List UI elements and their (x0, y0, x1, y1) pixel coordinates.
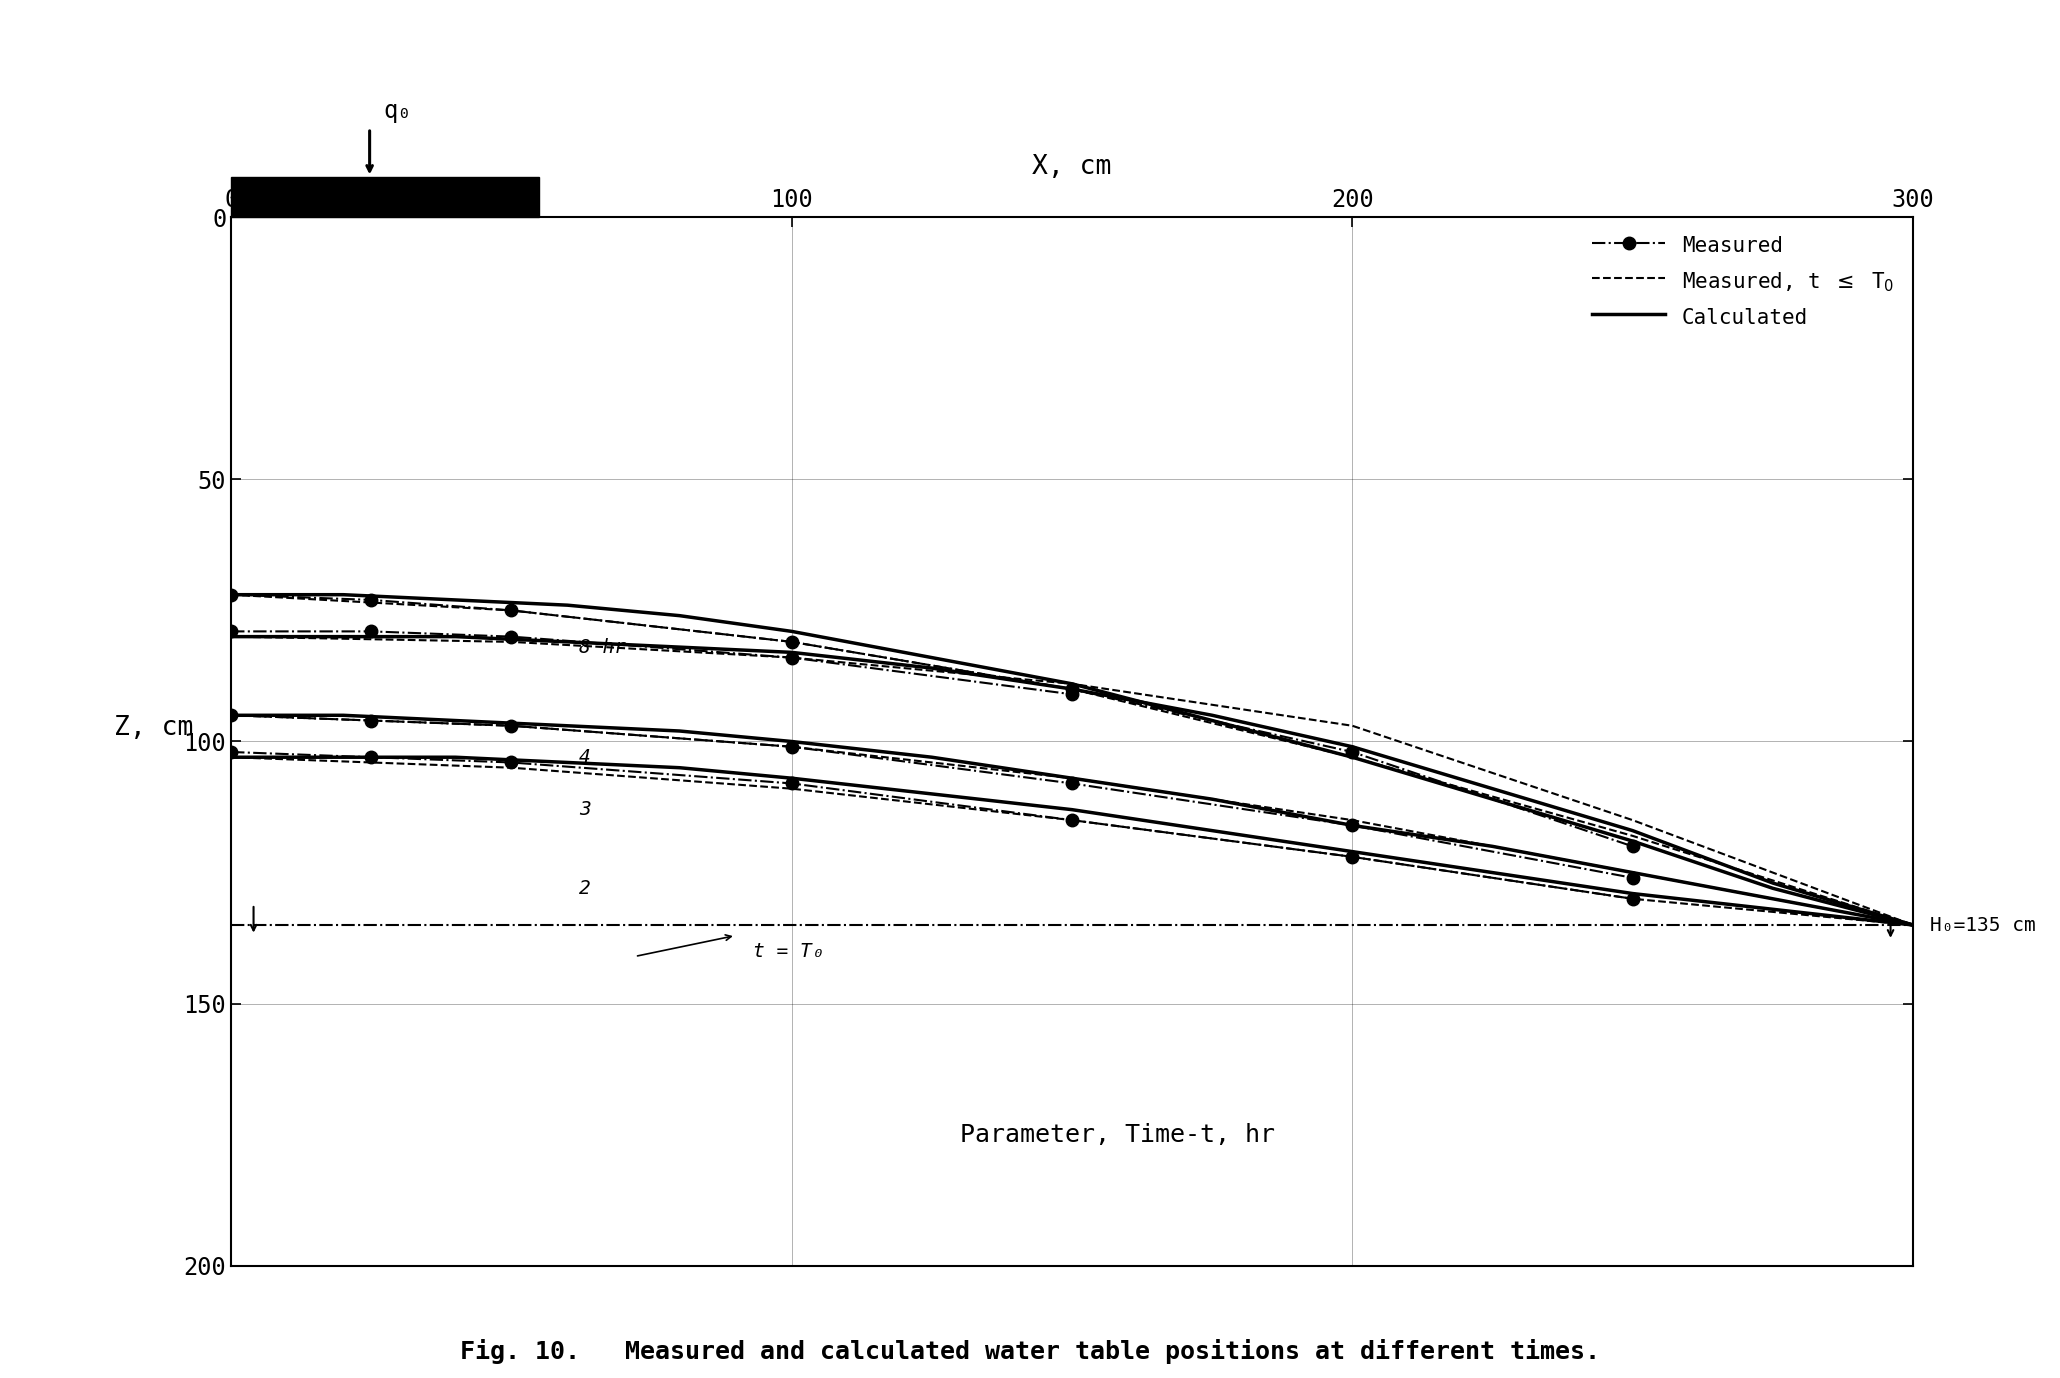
Text: 2: 2 (579, 879, 591, 898)
Text: 4: 4 (579, 748, 591, 766)
Text: 3: 3 (579, 801, 591, 819)
Text: Fig. 10.   Measured and calculated water table positions at different times.: Fig. 10. Measured and calculated water t… (459, 1339, 1601, 1364)
Text: t = T₀: t = T₀ (752, 941, 824, 960)
Text: Parameter, Time-t, hr: Parameter, Time-t, hr (960, 1123, 1275, 1146)
X-axis label: X, cm: X, cm (1032, 154, 1112, 181)
Y-axis label: Z, cm: Z, cm (113, 715, 194, 741)
Text: 8 hr: 8 hr (579, 638, 626, 657)
FancyBboxPatch shape (231, 178, 540, 218)
Legend: Measured, Measured, t $\leq$ T$_0$, Calculated: Measured, Measured, t $\leq$ T$_0$, Calc… (1592, 233, 1893, 329)
Text: q₀: q₀ (383, 99, 412, 123)
Text: H₀=135 cm: H₀=135 cm (1930, 915, 2035, 934)
